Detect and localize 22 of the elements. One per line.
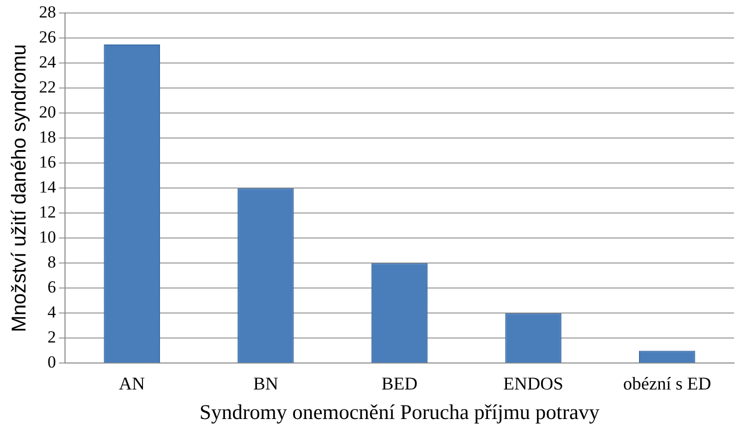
y-axis-title: Množství užití daného syndromu: [8, 44, 31, 332]
y-tick-label: 22: [39, 78, 56, 97]
y-tick-label: 2: [48, 328, 56, 347]
y-tick-label: 24: [39, 52, 56, 72]
y-tick-label: 10: [39, 228, 56, 247]
y-tick-label: 28: [39, 2, 56, 22]
y-tick-label: 6: [48, 278, 56, 297]
x-tick-label: BN: [253, 374, 278, 394]
y-tick-label: 8: [48, 252, 56, 272]
y-tick-label: 16: [39, 152, 56, 172]
y-tick-label: 20: [39, 102, 56, 122]
y-tick-label: 12: [39, 202, 56, 222]
x-tick-label: AN: [118, 374, 145, 394]
y-tick-label: 26: [39, 28, 56, 47]
x-tick-label: obézní s ED: [623, 374, 712, 394]
y-tick-label: 4: [48, 302, 56, 322]
y-tick-label: 18: [39, 128, 56, 147]
x-tick-label: BED: [382, 374, 418, 394]
x-tick-label: ENDOS: [503, 374, 564, 394]
y-tick-label: 14: [39, 178, 56, 197]
x-axis-title: Syndromy onemocnění Porucha příjmu potravy: [199, 400, 600, 424]
y-tick-label: 0: [48, 352, 56, 372]
